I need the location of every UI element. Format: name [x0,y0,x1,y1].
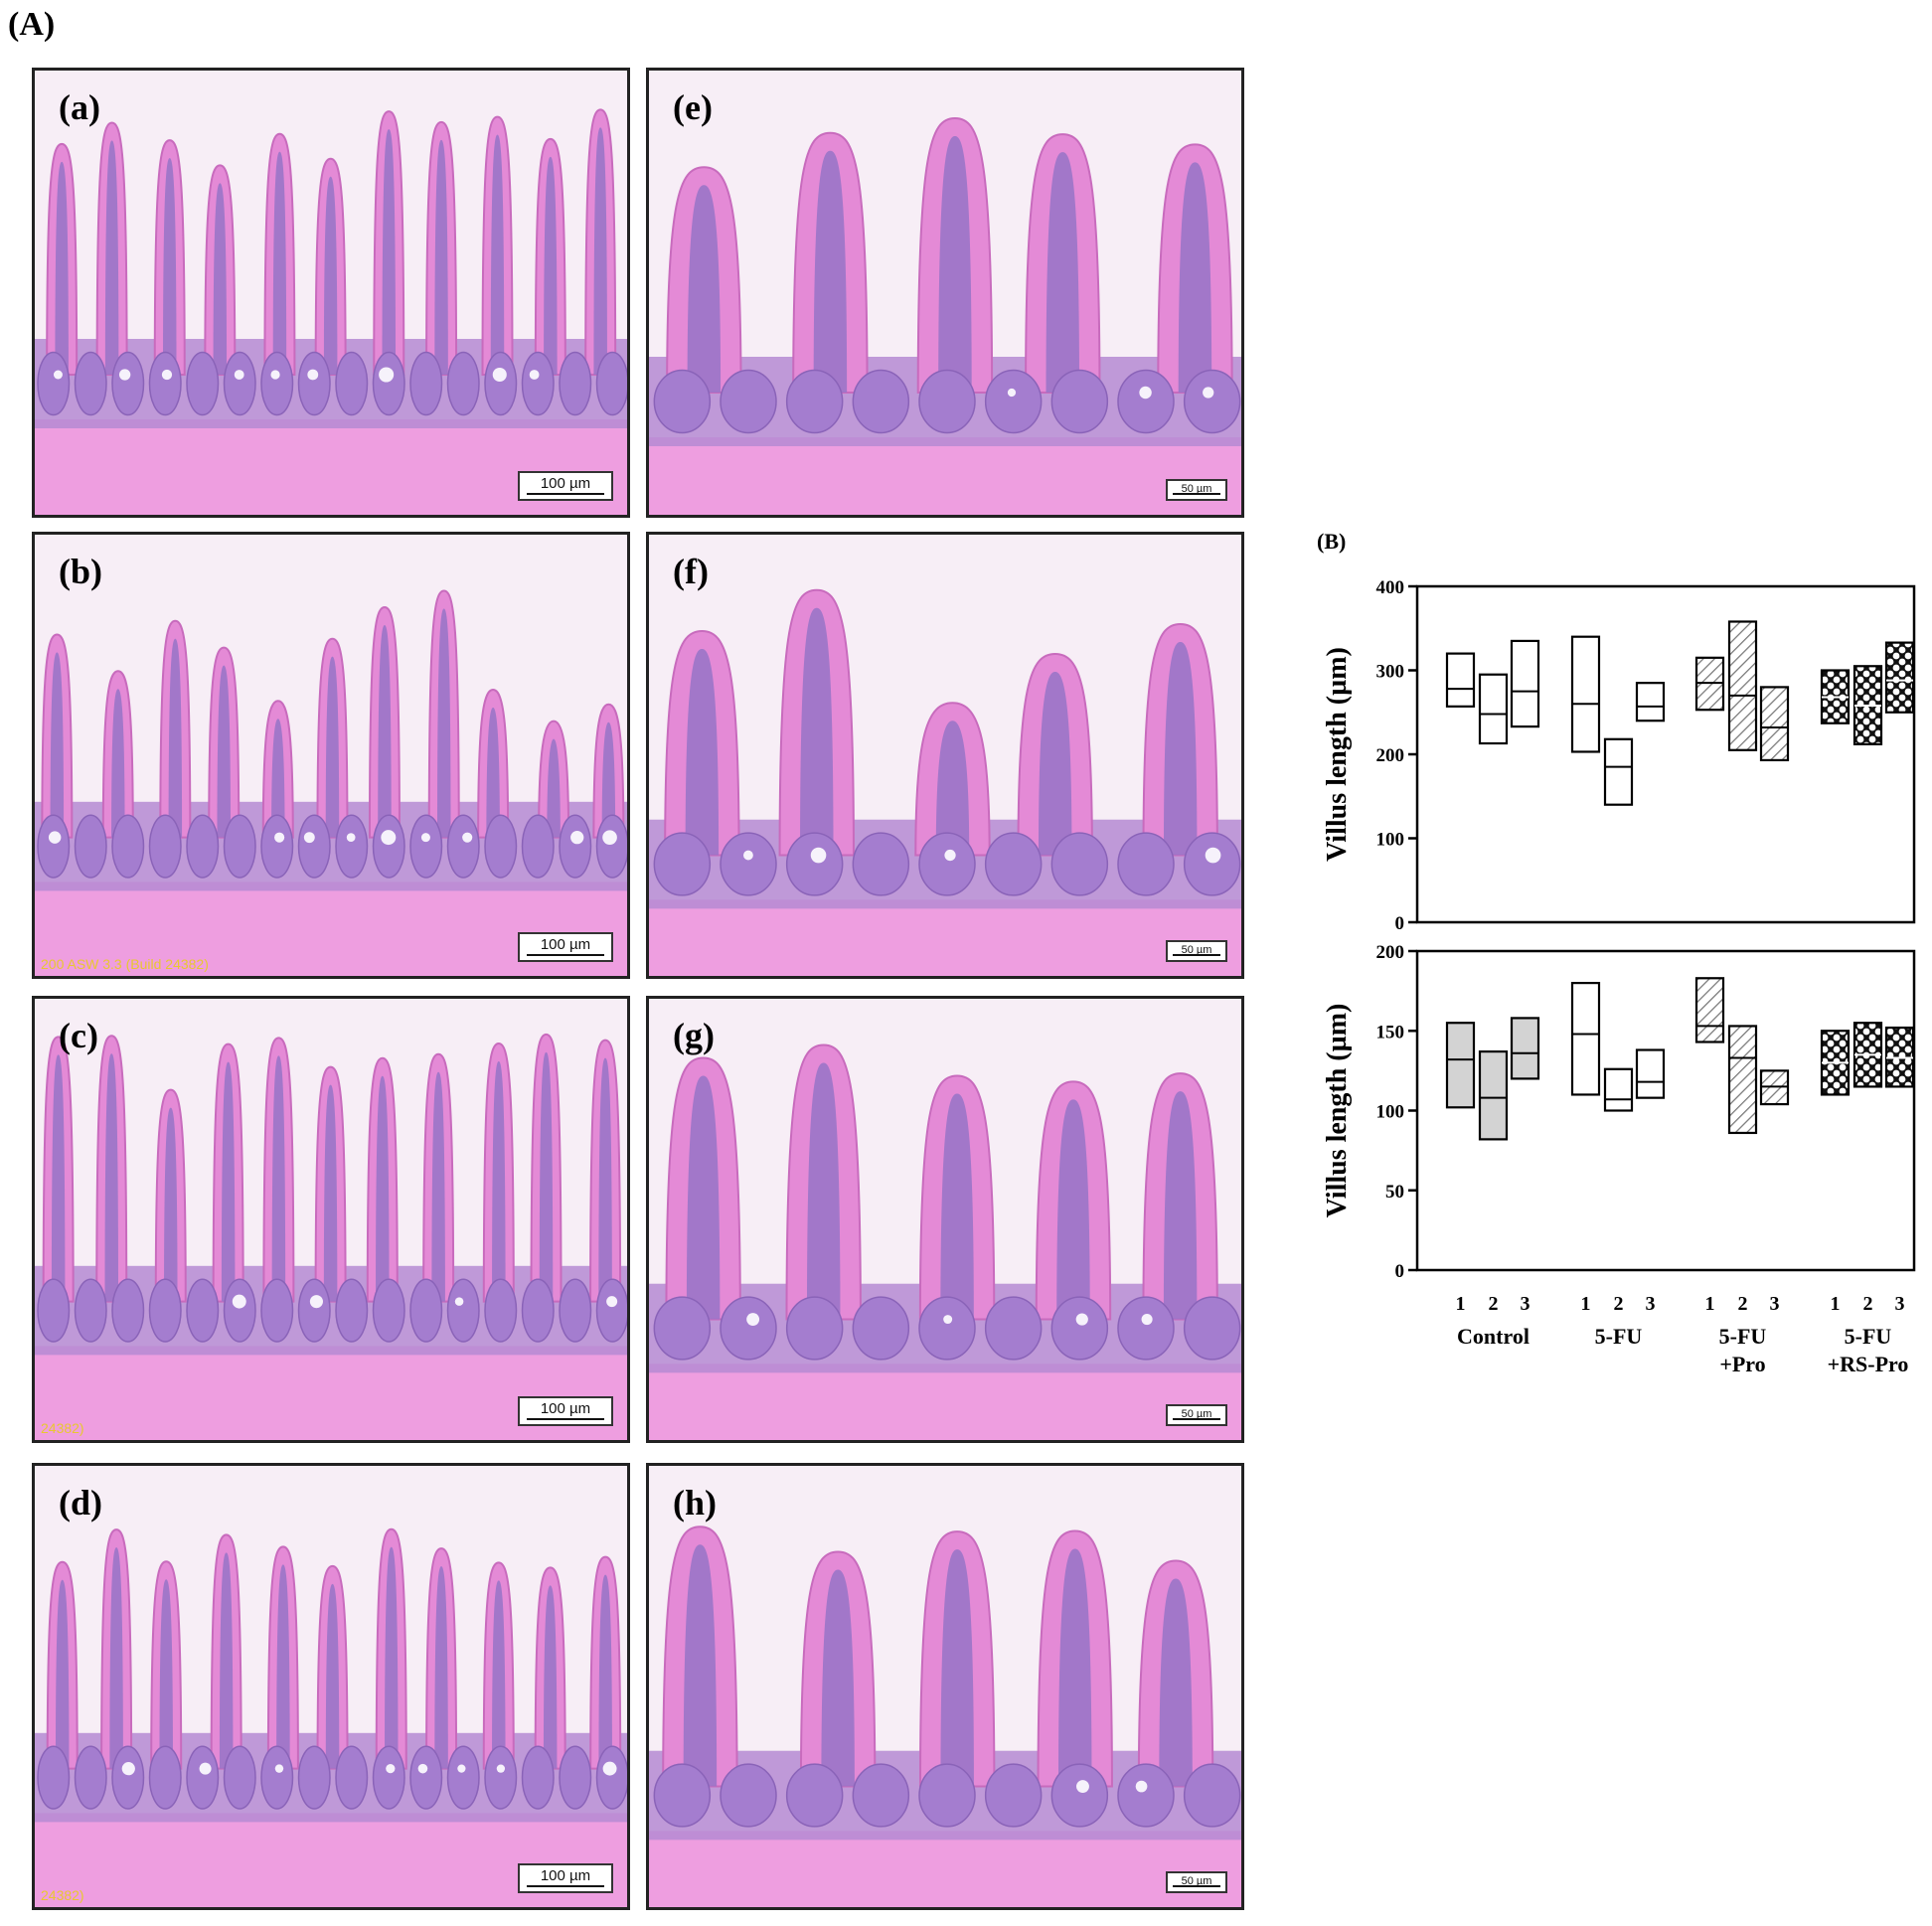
y-tick-label: 200 [1376,745,1405,766]
micrograph-panel-b: (b) 100 µm 200 ASW 3.3 (Build 24382) [32,532,630,979]
y-tick-label: 100 [1376,830,1405,851]
box-2-1 [1570,635,1601,753]
x-subcategory-label: 2 [1614,1293,1624,1315]
micrograph-image [35,1527,627,1907]
y-axis-label: Villus length (µm) [1322,1004,1353,1218]
micrograph-panel-e: (e) 50 µm [646,68,1244,518]
figure-label-a: (A) [8,6,56,43]
x-subcategory-label: 3 [1521,1293,1530,1315]
y-tick-label: 200 [1376,942,1405,963]
micrograph-panel-g: (g) 50 µm [646,996,1244,1443]
plot-frame [1415,584,1916,924]
scale-bar: 100 µm [518,471,613,501]
box-1-2 [1478,1050,1509,1141]
panel-letter: (f) [673,552,709,591]
x-subcategory-label: 1 [1705,1293,1715,1315]
x-group-label: +Pro [1719,1352,1765,1376]
x-subcategory-label: 2 [1738,1293,1748,1315]
box-1-2 [1478,673,1509,745]
micrograph-panel-f: (f) 50 µm [646,532,1244,979]
box-1-3 [1510,1017,1540,1080]
microscope-caption: 24382) [41,1887,84,1903]
y-tick-label: 0 [1395,913,1405,934]
x-subcategory-label: 1 [1831,1293,1841,1315]
micrograph-image [35,108,627,515]
y-tick-label: 300 [1376,662,1405,683]
box-2-3 [1635,1048,1666,1099]
micrograph-image [35,589,627,976]
box-3-2 [1727,620,1758,751]
micrograph-image [649,1043,1241,1440]
micrograph-image [649,588,1241,976]
panel-letter: (e) [673,87,713,127]
scale-bar: 100 µm [518,1863,613,1893]
x-subcategory-label: 1 [1581,1293,1591,1315]
panel-letter: (b) [59,552,102,591]
box-3-2 [1727,1025,1758,1135]
x-group-label: 5-FU [1845,1324,1892,1349]
scale-bar: 50 µm [1166,1871,1227,1893]
y-tick-label: 0 [1395,1261,1405,1282]
box-2-2 [1603,1067,1634,1112]
box-2-3 [1635,682,1666,722]
panel-letter: (c) [59,1016,98,1055]
panel-letter: (g) [673,1016,715,1055]
x-subcategory-label: 2 [1489,1293,1499,1315]
box-3-3 [1759,686,1790,762]
panel-letter: (a) [59,87,100,127]
micrograph-panel-h: (h) 50 µm [646,1463,1244,1910]
scale-bar: 50 µm [1166,1404,1227,1426]
scale-bar: 50 µm [1166,479,1227,501]
x-subcategory-label: 2 [1863,1293,1873,1315]
box-4-3 [1884,641,1915,714]
micrograph-panel-c: (c) 100 µm 24382) [32,996,630,1443]
y-axis-label: Villus length (µm) [1322,647,1353,862]
box-2-2 [1603,737,1634,806]
x-subcategory-label: 3 [1770,1293,1780,1315]
micrograph-image [649,1525,1241,1907]
micrograph-image [35,1033,627,1440]
box-chart-1: 0 100 200 300 400 Villus length (µm) [1322,577,1916,934]
micrograph-image [649,117,1241,515]
panel-letter: (d) [59,1483,102,1523]
panel-letter: (h) [673,1483,717,1523]
x-subcategory-label: 3 [1646,1293,1656,1315]
scale-bar: 100 µm [518,932,613,962]
micrograph-panel-d: (d) 100 µm 24382) [32,1463,630,1910]
box-3-1 [1694,977,1725,1043]
microscope-caption: 200 ASW 3.3 (Build 24382) [41,956,209,972]
x-group-label: 5-FU [1595,1324,1643,1349]
scale-bar: 50 µm [1166,940,1227,962]
box-1-1 [1445,1022,1476,1109]
micrograph-panel-a: (a) 100 µm [32,68,630,518]
x-subcategory-label: 1 [1456,1293,1466,1315]
x-subcategory-label: 3 [1895,1293,1905,1315]
box-1-3 [1510,639,1540,728]
y-tick-label: 150 [1376,1022,1405,1043]
y-tick-label: 50 [1385,1182,1404,1203]
x-group-label: +RS-Pro [1828,1352,1909,1376]
y-tick-label: 400 [1376,577,1405,598]
figure-label-b: (B) [1317,529,1347,554]
box-2-1 [1570,981,1601,1096]
box-1-1 [1445,652,1476,708]
scale-bar: 100 µm [518,1396,613,1426]
microscope-caption: 24382) [41,1420,84,1436]
y-tick-label: 100 [1376,1102,1405,1123]
x-group-label: 5-FU [1719,1324,1767,1349]
x-group-label: Control [1457,1324,1530,1349]
